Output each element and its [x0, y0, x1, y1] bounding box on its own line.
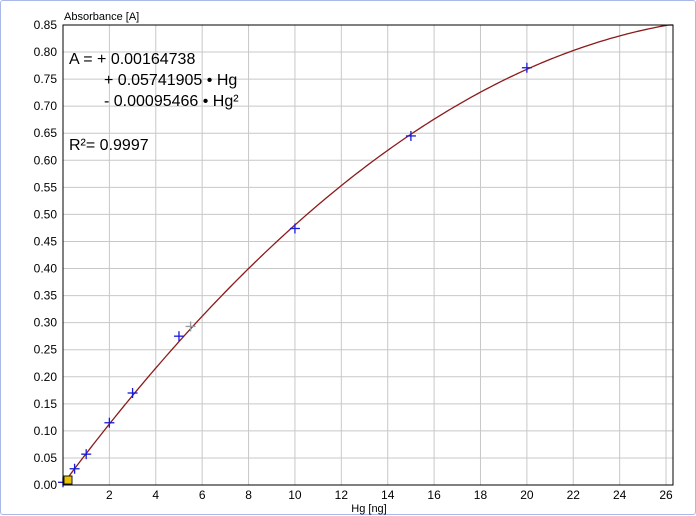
x-tick-labels: 2 4 6 8 10 12 14 16 18 20 22 24 26 — [106, 488, 673, 502]
y-tick-label: 0.50 — [34, 207, 58, 221]
data-points — [58, 62, 532, 488]
excluded-data-point — [185, 321, 196, 332]
x-tick-label: 24 — [613, 488, 627, 502]
x-tick-label: 14 — [381, 488, 395, 502]
data-point — [69, 463, 80, 474]
x-tick-label: 8 — [245, 488, 252, 502]
x-tick-label: 6 — [199, 488, 206, 502]
r-squared-label: R²= 0.9997 — [69, 137, 149, 154]
x-tick-label: 18 — [474, 488, 488, 502]
data-point — [104, 417, 115, 428]
y-tick-label: 0.10 — [34, 424, 58, 438]
y-tick-label: 0.65 — [34, 126, 58, 140]
y-axis-title: Absorbance [A] — [64, 11, 139, 23]
y-tick-label: 0.25 — [34, 343, 58, 357]
equation-line-1: A = + 0.00164738 — [69, 51, 195, 68]
y-tick-label: 0.05 — [34, 451, 58, 465]
x-tick-label: 4 — [152, 488, 159, 502]
plot-border — [62, 24, 674, 486]
y-tick-label: 0.85 — [34, 18, 58, 32]
y-tick-labels: 0.00 0.05 0.10 0.15 0.20 0.25 0.30 0.35 0.40 0.45… — [34, 18, 58, 492]
y-tick-label: 0.35 — [34, 289, 58, 303]
origin-marker — [63, 475, 73, 485]
y-tick-label: 0.30 — [34, 316, 58, 330]
data-point — [289, 223, 300, 234]
data-point — [173, 331, 184, 342]
y-tick-label: 0.45 — [34, 234, 58, 248]
equation-line-2: + 0.05741905 • Hg — [104, 72, 237, 89]
fit-curve — [62, 24, 673, 485]
x-tick-label: 12 — [335, 488, 349, 502]
y-tick-label: 0.75 — [34, 72, 58, 86]
x-tick-label: 22 — [567, 488, 581, 502]
y-tick-label: 0.70 — [34, 99, 58, 113]
y-tick-label: 0.40 — [34, 262, 58, 276]
plot-area — [63, 25, 673, 485]
x-tick-label: 10 — [288, 488, 302, 502]
y-tick-label: 0.00 — [34, 478, 58, 492]
data-point — [521, 62, 532, 73]
data-point — [81, 449, 92, 460]
x-tick-label: 20 — [520, 488, 534, 502]
x-tick-label: 16 — [427, 488, 441, 502]
y-tick-label: 0.20 — [34, 370, 58, 384]
x-axis-title: Hg [ng] — [351, 503, 386, 515]
grid — [62, 24, 673, 486]
x-tick-label: 2 — [106, 488, 113, 502]
y-tick-label: 0.15 — [34, 397, 58, 411]
y-tick-label: 0.60 — [34, 153, 58, 167]
y-tick-label: 0.55 — [34, 180, 58, 194]
data-point — [405, 130, 416, 141]
x-tick-label: 26 — [659, 488, 673, 502]
y-tick-label: 0.80 — [34, 45, 58, 59]
data-point — [127, 388, 138, 398]
equation-line-3: - 0.00095466 • Hg² — [104, 93, 239, 110]
